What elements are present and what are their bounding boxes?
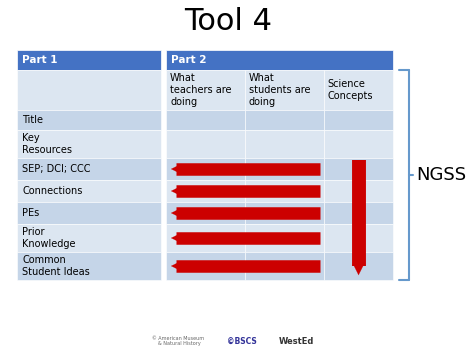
Bar [18, 202, 162, 224]
Bar [166, 202, 245, 224]
Bar [245, 252, 324, 280]
Bar [245, 70, 324, 110]
Bar [18, 180, 162, 202]
Bar [18, 50, 162, 70]
Text: What
students are
doing: What students are doing [249, 73, 310, 106]
Text: Science
Concepts: Science Concepts [328, 79, 374, 101]
Bar [166, 180, 245, 202]
Bar [18, 130, 162, 158]
Text: Title: Title [22, 115, 43, 125]
Bar [166, 130, 245, 158]
Bar [245, 110, 324, 130]
Bar [166, 224, 245, 252]
Bar [324, 70, 393, 110]
Text: SEP; DCI; CCC: SEP; DCI; CCC [22, 164, 91, 174]
Bar [245, 130, 324, 158]
Text: WestEd: WestEd [278, 337, 314, 345]
Bar [18, 70, 162, 110]
Bar [166, 70, 245, 110]
Bar [245, 180, 324, 202]
Bar [18, 252, 162, 280]
Bar [166, 50, 393, 70]
Bar [166, 110, 245, 130]
Text: NGSS: NGSS [416, 166, 466, 184]
Bar [18, 158, 162, 180]
Text: Tool 4: Tool 4 [184, 7, 272, 37]
Text: What
teachers are
doing: What teachers are doing [170, 73, 232, 106]
Bar [245, 158, 324, 180]
Bar [245, 202, 324, 224]
Bar [324, 180, 393, 202]
Bar [324, 110, 393, 130]
Text: Part 2: Part 2 [171, 55, 207, 65]
Bar [18, 224, 162, 252]
Text: Connections: Connections [22, 186, 82, 196]
Text: Prior
Knowledge: Prior Knowledge [22, 227, 76, 249]
Bar [324, 202, 393, 224]
Bar [245, 224, 324, 252]
Bar [166, 252, 245, 280]
Text: ©BSCS: ©BSCS [228, 337, 257, 345]
Bar [324, 252, 393, 280]
Bar [324, 158, 393, 180]
Bar [324, 224, 393, 252]
Text: Key
Resources: Key Resources [22, 133, 72, 155]
Text: Common
Student Ideas: Common Student Ideas [22, 255, 90, 277]
Text: PEs: PEs [22, 208, 39, 218]
Bar [18, 110, 162, 130]
Text: © American Museum
  & Natural History: © American Museum & Natural History [152, 335, 204, 346]
Text: Part 1: Part 1 [22, 55, 58, 65]
Bar [166, 158, 245, 180]
Bar [324, 130, 393, 158]
